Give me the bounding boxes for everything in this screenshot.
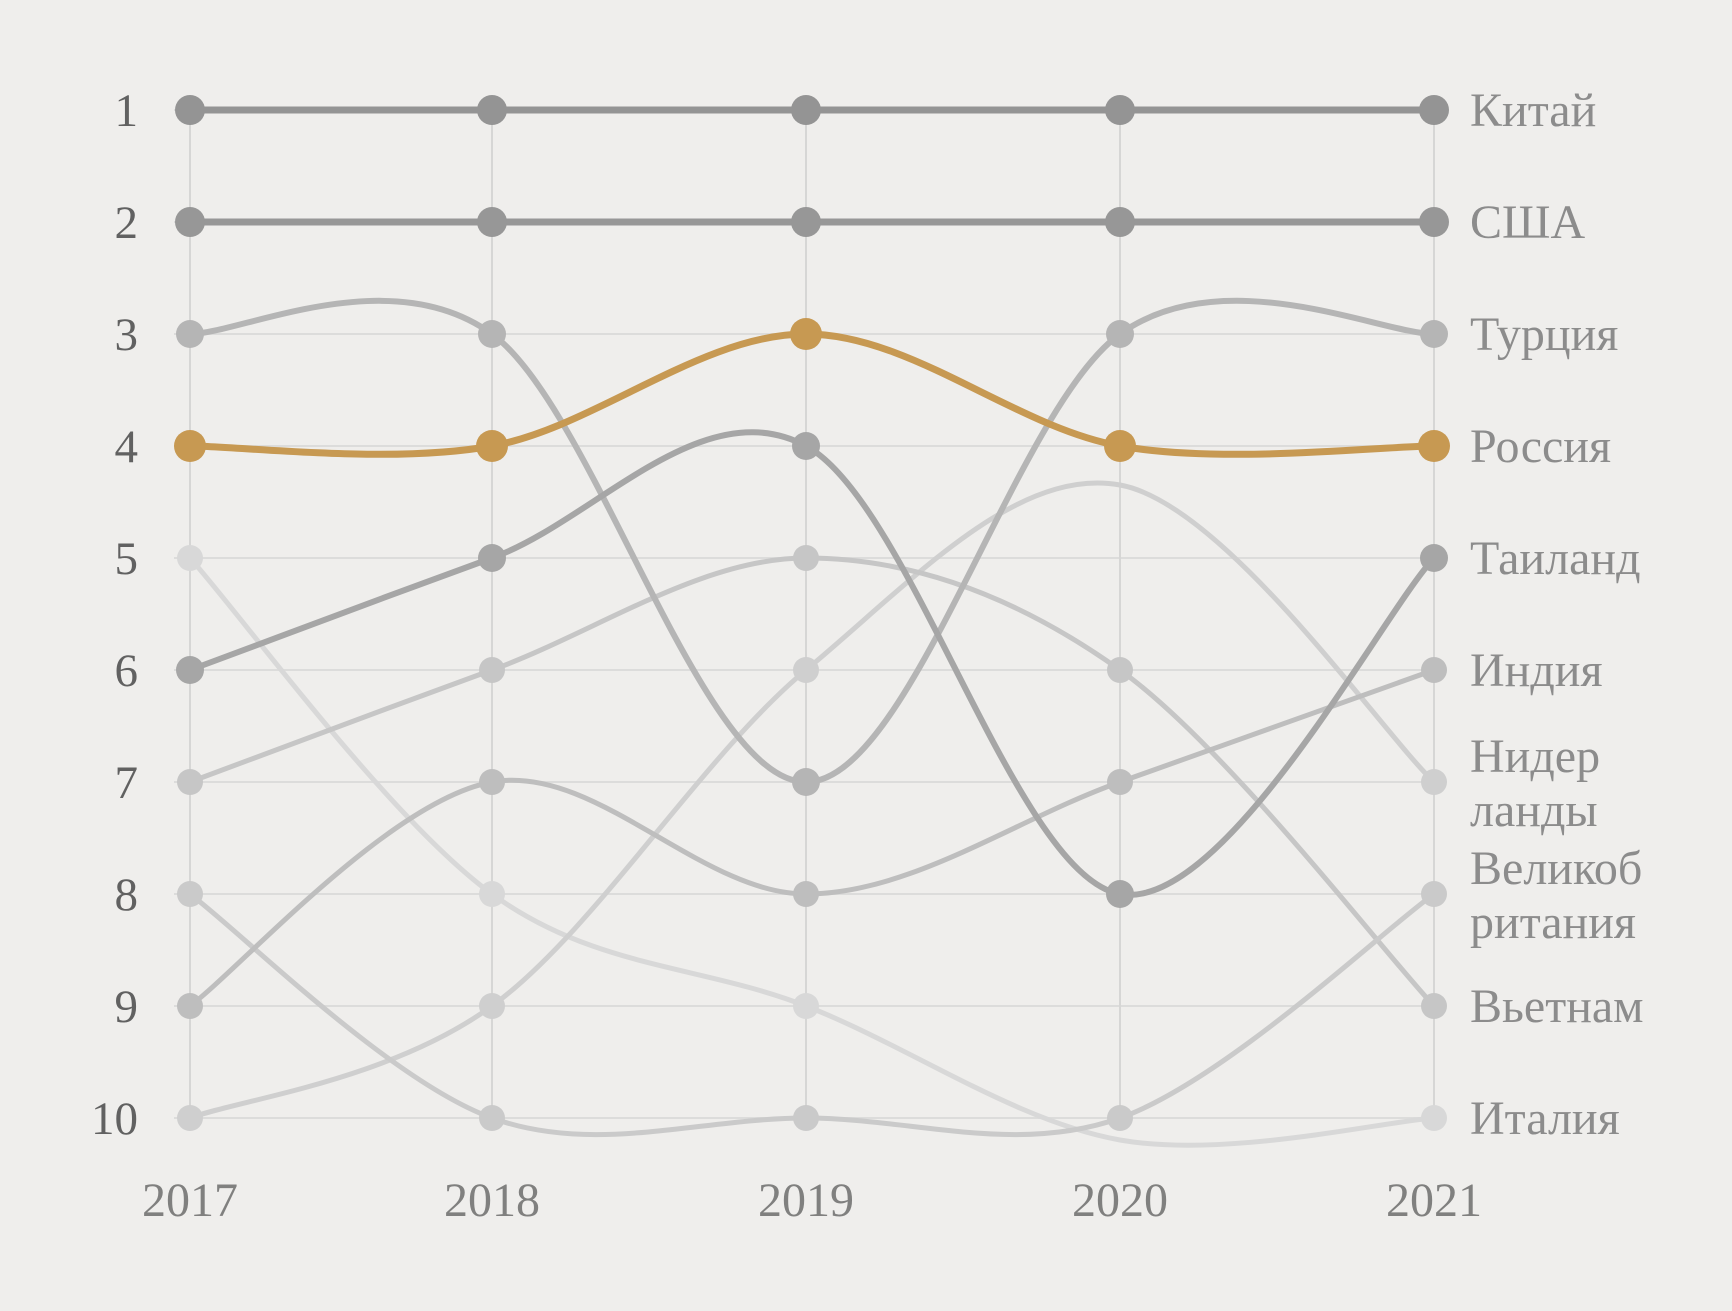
rank-number-10: 10 (91, 1093, 138, 1145)
series-dot-china-2018 (477, 95, 507, 125)
country-label-netherlands-line1: Нидер (1470, 730, 1600, 783)
rank-number-9: 9 (115, 981, 139, 1033)
rank-number-3: 3 (115, 309, 139, 361)
series-dot-usa-2017 (175, 207, 205, 237)
series-dot-turkey-2021 (1420, 320, 1448, 348)
country-label-uk-line1: Великоб (1470, 842, 1642, 895)
country-label-india: Индия (1470, 644, 1603, 697)
year-label-2018: 2018 (444, 1174, 540, 1227)
rank-number-8: 8 (115, 869, 139, 921)
series-dot-china-2020 (1105, 95, 1135, 125)
series-dot-uk-2020 (1107, 1105, 1133, 1131)
rank-number-2: 2 (115, 197, 139, 249)
series-dot-india-2020 (1107, 769, 1133, 795)
year-columns-layer (189, 110, 1435, 1118)
series-dot-usa-2018 (477, 207, 507, 237)
series-dot-italy-2021 (1421, 1105, 1447, 1131)
series-dot-vietnam-2018 (479, 657, 505, 683)
series-dot-uk-2019 (793, 1105, 819, 1131)
year-label-2021: 2021 (1386, 1174, 1482, 1227)
country-label-vietnam: Вьетнам (1470, 980, 1644, 1033)
series-dot-vietnam-2021 (1421, 993, 1447, 1019)
series-dot-russia-2019 (790, 318, 822, 350)
series-lines-layer (186, 106, 1438, 1148)
series-dot-india-2019 (793, 881, 819, 907)
series-dot-thailand-2020 (1106, 880, 1134, 908)
series-dot-india-2017 (177, 993, 203, 1019)
series-dot-vietnam-2017 (177, 769, 203, 795)
series-dot-russia-2021 (1418, 430, 1450, 462)
series-line-netherlands (187, 480, 1437, 1121)
country-label-china: Китай (1470, 84, 1596, 137)
series-dot-italy-2018 (479, 881, 505, 907)
series-dot-netherlands-2021 (1421, 769, 1447, 795)
country-label-thailand: Таиланд (1470, 532, 1640, 585)
series-dot-uk-2021 (1421, 881, 1447, 907)
series-line-india (187, 667, 1437, 1009)
year-label-2020: 2020 (1072, 1174, 1168, 1227)
series-dot-uk-2018 (479, 1105, 505, 1131)
series-dot-china-2019 (791, 95, 821, 125)
year-label-2017: 2017 (142, 1174, 238, 1227)
year-axis-layer: 2017 2018 2019 2020 2021 (142, 1174, 1482, 1227)
rank-number-5: 5 (115, 533, 139, 585)
series-dot-china-2021 (1419, 95, 1449, 125)
series-dot-thailand-2017 (176, 656, 204, 684)
series-dot-italy-2017 (177, 545, 203, 571)
country-label-uk-line2: ритания (1470, 896, 1636, 949)
rank-number-1: 1 (115, 85, 139, 137)
rank-axis-layer: 1 2 3 4 5 6 7 8 9 10 (91, 85, 138, 1145)
series-dot-russia-2020 (1104, 430, 1136, 462)
series-dot-turkey-2019 (792, 768, 820, 796)
series-dot-turkey-2017 (176, 320, 204, 348)
country-label-usa: США (1470, 196, 1585, 249)
series-dot-uk-2017 (177, 881, 203, 907)
series-dot-india-2018 (479, 769, 505, 795)
rank-number-4: 4 (115, 421, 139, 473)
series-dot-usa-2019 (791, 207, 821, 237)
series-dot-thailand-2019 (792, 432, 820, 460)
series-dot-turkey-2020 (1106, 320, 1134, 348)
series-dot-italy-2019 (793, 993, 819, 1019)
series-dot-thailand-2021 (1420, 544, 1448, 572)
country-label-turkey: Турция (1470, 308, 1618, 361)
series-dot-netherlands-2017 (177, 1105, 203, 1131)
series-dot-turkey-2018 (478, 320, 506, 348)
series-dot-netherlands-2018 (479, 993, 505, 1019)
series-line-thailand (187, 429, 1437, 898)
series-dot-india-2021 (1421, 657, 1447, 683)
country-label-russia: Россия (1470, 420, 1611, 473)
series-dot-vietnam-2020 (1107, 657, 1133, 683)
series-dot-china-2017 (175, 95, 205, 125)
series-dot-netherlands-2019 (793, 657, 819, 683)
series-dot-russia-2018 (476, 430, 508, 462)
year-label-2019: 2019 (758, 1174, 854, 1227)
series-dot-usa-2021 (1419, 207, 1449, 237)
country-label-netherlands-line2: ланды (1470, 784, 1598, 837)
country-label-italy: Италия (1470, 1092, 1620, 1145)
series-dot-thailand-2018 (478, 544, 506, 572)
series-dot-russia-2017 (174, 430, 206, 462)
series-dot-vietnam-2019 (793, 545, 819, 571)
series-dot-usa-2020 (1105, 207, 1135, 237)
series-dots-layer (174, 95, 1450, 1131)
rank-number-7: 7 (115, 757, 139, 809)
series-line-italy (187, 555, 1437, 1148)
rank-number-6: 6 (115, 645, 139, 697)
